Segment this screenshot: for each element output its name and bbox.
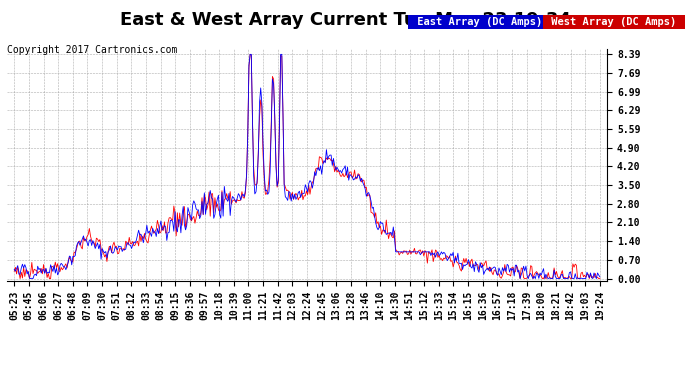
Text: East & West Array Current Tue May 23 19:34: East & West Array Current Tue May 23 19:…: [119, 11, 571, 29]
Text: East Array (DC Amps): East Array (DC Amps): [411, 17, 548, 27]
Text: West Array (DC Amps): West Array (DC Amps): [545, 17, 682, 27]
Text: Copyright 2017 Cartronics.com: Copyright 2017 Cartronics.com: [7, 45, 177, 55]
